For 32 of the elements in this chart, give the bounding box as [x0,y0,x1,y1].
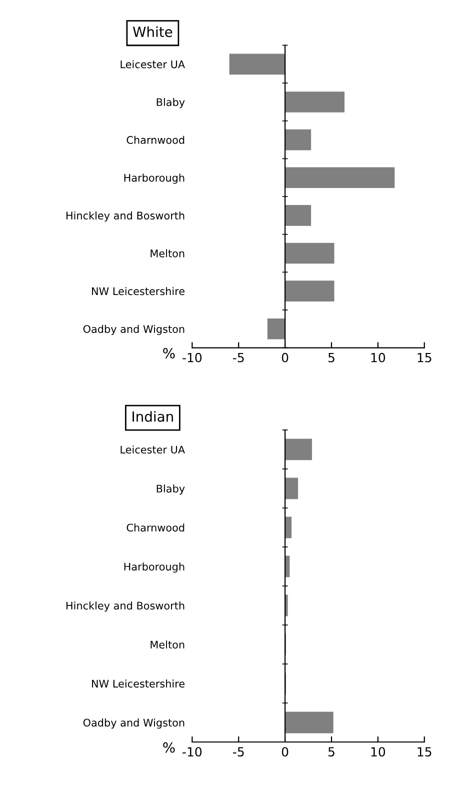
y-tick-label: NW Leicestershire [92,680,184,688]
chart-title: White [132,26,172,38]
x-tick-label: 10 [371,352,386,362]
x-tick-label: 5 [328,353,334,362]
x-tick-label: -10 [182,352,202,362]
x-tick-label: 15 [418,747,432,757]
x-tick-label: -5 [232,747,244,757]
x-axis-title: % [163,348,175,359]
chart-title: Indian [132,411,173,422]
x-tick-label: -10 [182,747,202,757]
x-tick-label: -5 [232,353,244,362]
y-tick-label: Blaby [156,484,185,495]
x-tick-label: 10 [371,747,386,757]
y-tick-label: Charnwood [126,524,184,532]
y-tick-label: Oadby and Wigston [83,324,184,335]
y-tick-label: Charnwood [126,136,184,144]
x-axis-title: % [163,742,175,753]
x-tick-label: 0 [282,747,288,757]
x-tick-label: 15 [418,353,432,362]
y-tick-label: Melton [150,249,184,258]
y-tick-label: Melton [150,640,184,649]
y-tick-label: Leicester UA [120,445,185,454]
y-tick-label: Hinckley and Bosworth [66,211,184,222]
y-tick-label: Leicester UA [120,60,185,68]
x-tick-label: 0 [282,352,288,362]
y-tick-label: NW Leicestershire [92,287,184,296]
y-tick-label: Harborough [124,174,184,184]
y-tick-label: Blaby [156,98,185,108]
y-tick-label: Hinckley and Bosworth [66,602,184,612]
x-tick-label: 5 [328,747,334,757]
y-tick-label: Oadby and Wigston [83,718,184,729]
y-tick-label: Harborough [124,562,184,573]
